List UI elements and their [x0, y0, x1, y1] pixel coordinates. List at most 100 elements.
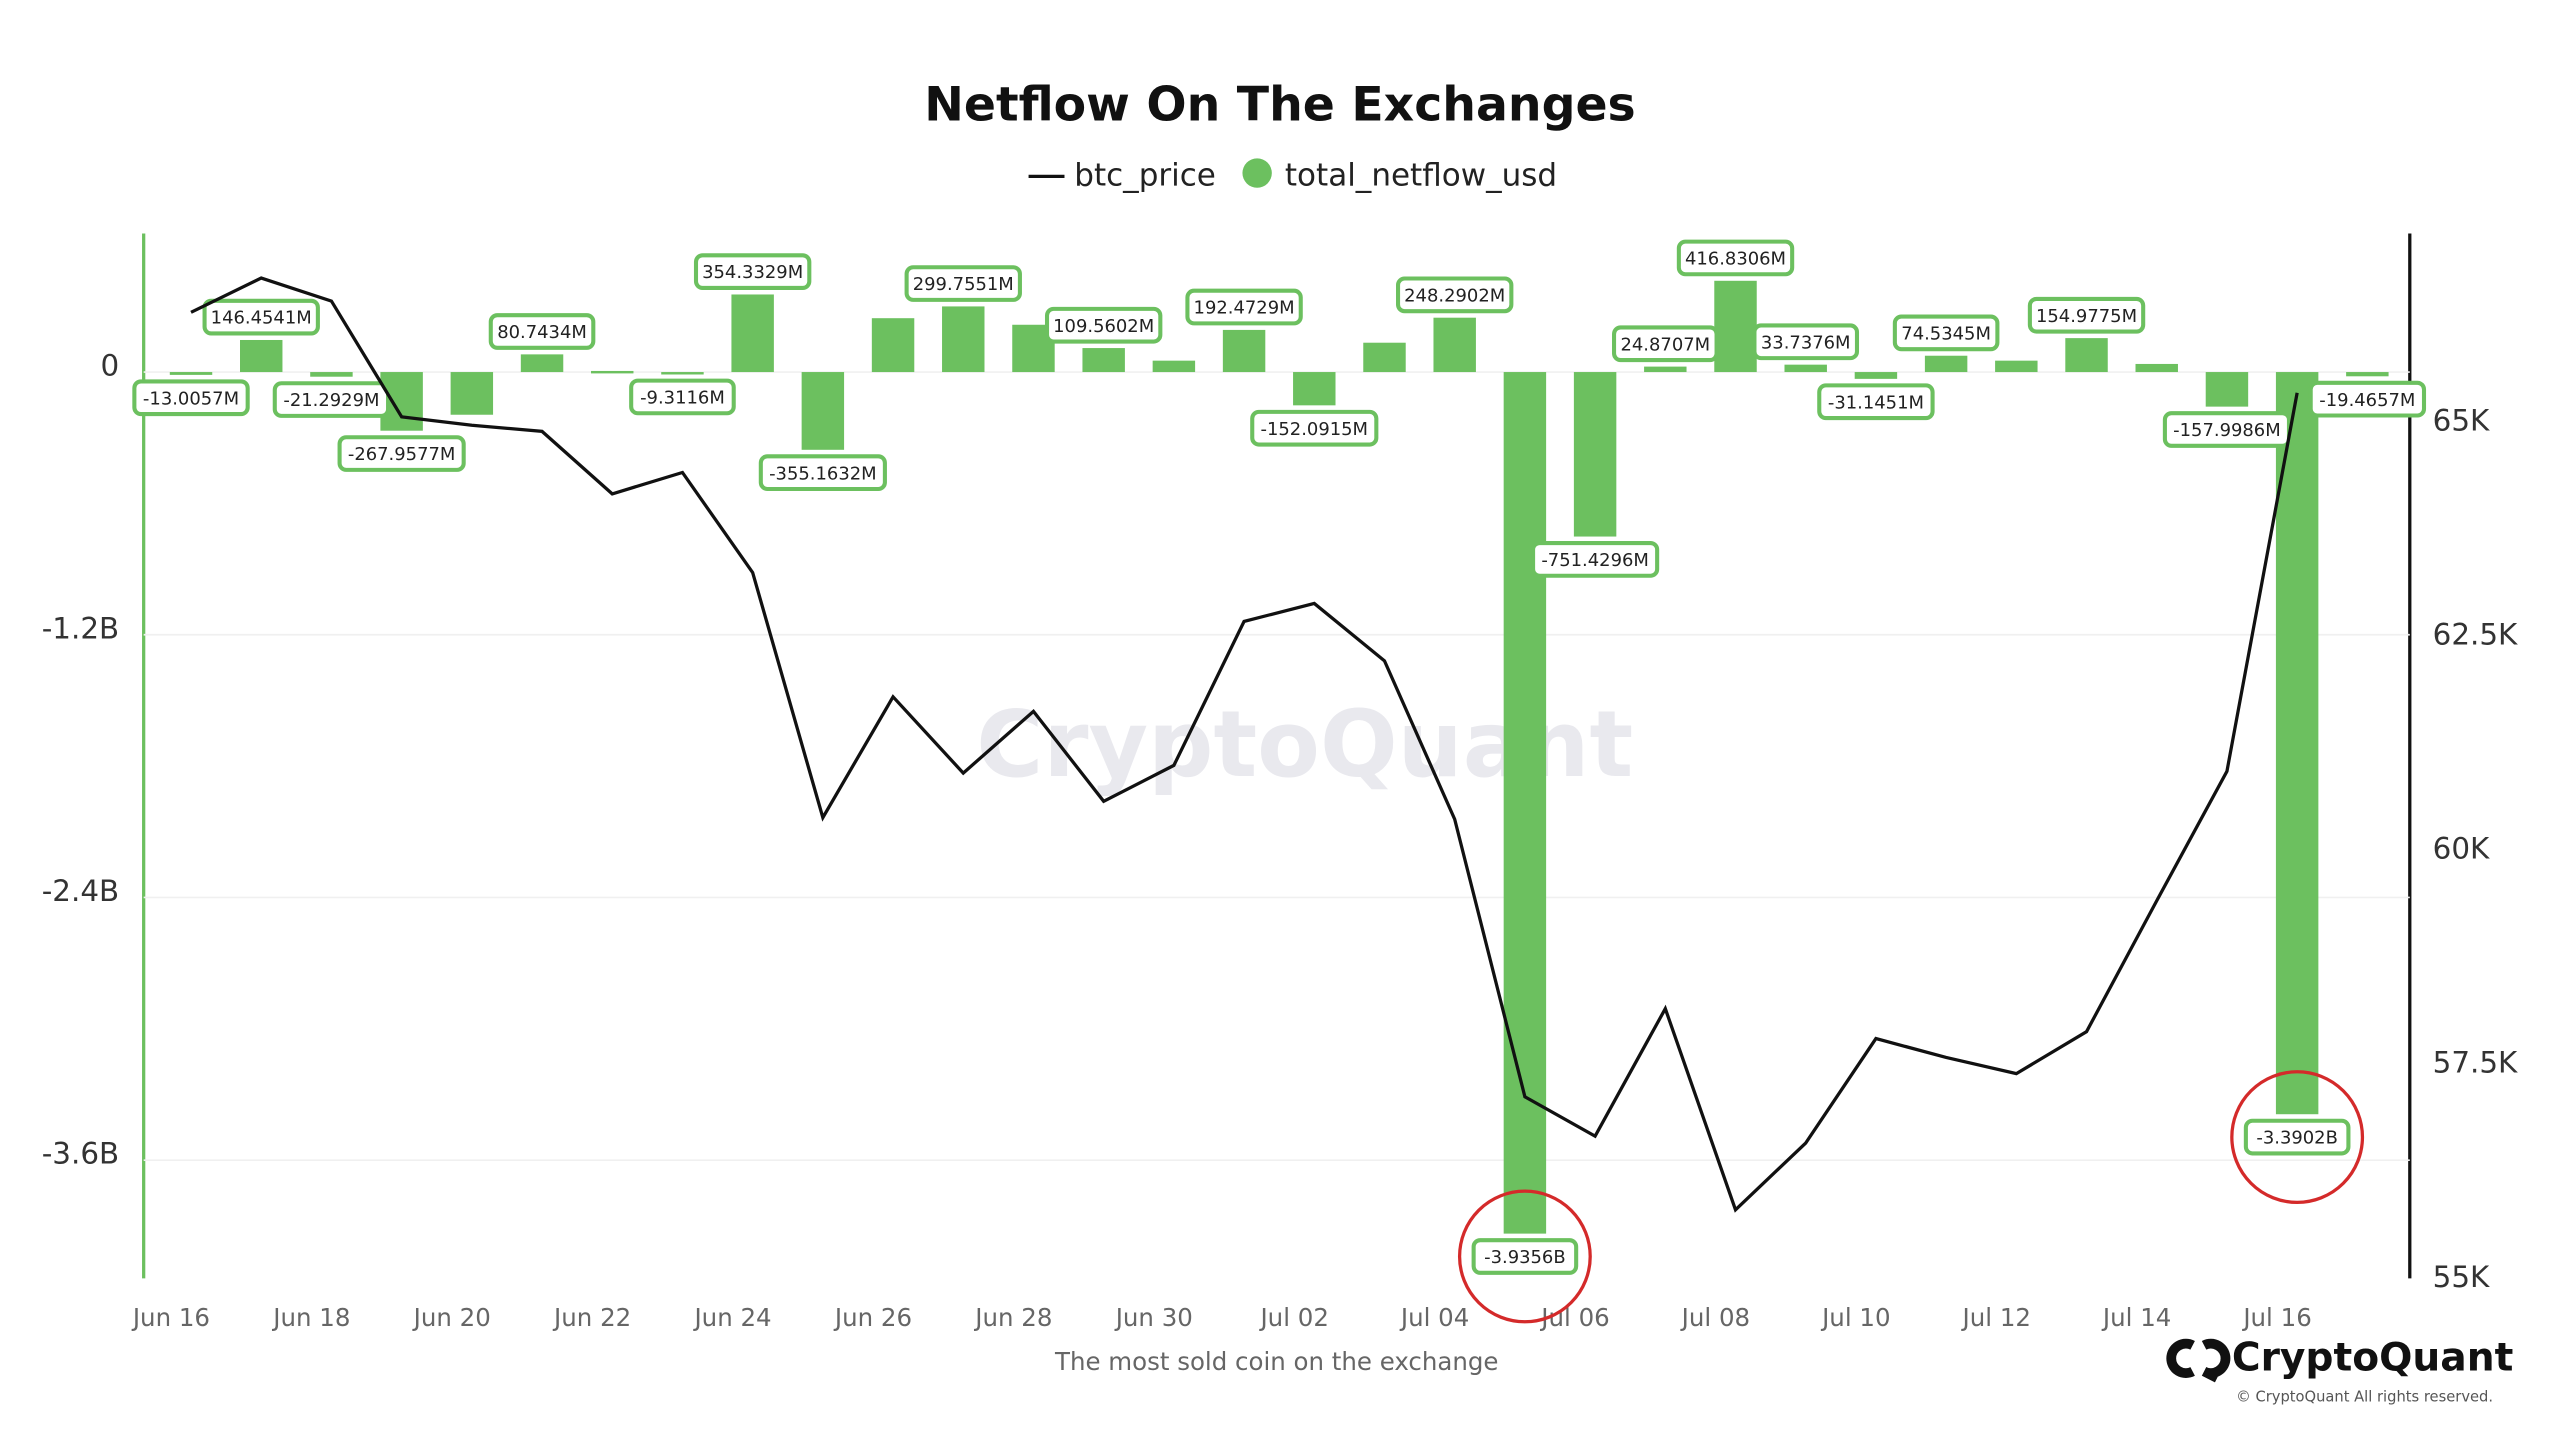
bar [1222, 329, 1266, 373]
y2-tick-label: 57.5K [2433, 1046, 2518, 1080]
y2-tick-label: 55K [2433, 1260, 2490, 1294]
value-label: -9.3116M [640, 388, 725, 409]
y-tick-label: 0 [100, 349, 119, 383]
bar [591, 370, 634, 374]
bar [731, 294, 774, 373]
bar [1363, 342, 1406, 373]
value-label-box [1471, 1238, 1579, 1275]
value-label-box [904, 265, 1022, 302]
bar [2275, 372, 2319, 1115]
bar [2346, 372, 2389, 377]
value-label-box [693, 253, 812, 290]
copyright: © CryptoQuant All rights reserved. [2236, 1389, 2493, 1406]
bar [1644, 366, 1687, 373]
value-label-box [272, 381, 391, 418]
x-tick-label: Jul 12 [1961, 1303, 2031, 1332]
value-label-box [488, 313, 596, 350]
value-label: -13.0057M [143, 388, 239, 409]
bar [2065, 338, 2108, 373]
value-label: -157.9986M [2173, 420, 2281, 441]
x-tick-label: Jul 04 [1399, 1303, 1469, 1332]
value-label-box [1185, 288, 1303, 326]
brand-name: CryptoQuant [2232, 1336, 2514, 1381]
value-label-box [1752, 323, 1860, 361]
bar [1433, 317, 1476, 373]
y2-tick-label: 60K [2433, 832, 2490, 866]
bar [2135, 363, 2178, 373]
value-label: 248.2902M [1404, 285, 1505, 306]
legend-label: btc_price [1074, 157, 1216, 193]
value-label-box [2027, 296, 2146, 334]
legend-dot-symbol [1242, 158, 1272, 188]
bar [310, 372, 353, 377]
value-label-box [1676, 239, 1795, 277]
value-label: 154.9775M [2036, 306, 2137, 327]
value-label: -152.0915M [1261, 419, 1369, 440]
x-tick-label: Jun 22 [552, 1303, 631, 1332]
value-label-box [132, 379, 250, 417]
value-label: 33.7376M [1761, 332, 1851, 353]
bar [1924, 355, 1968, 373]
x-tick-label: Jul 02 [1258, 1303, 1328, 1332]
value-label-box [1531, 541, 1660, 578]
value-label-box [758, 454, 887, 492]
value-label: 146.4541M [211, 308, 312, 329]
x-tick-label: Jul 16 [2241, 1303, 2311, 1332]
value-label-box [1611, 325, 1719, 363]
bar [450, 372, 494, 415]
bar [520, 354, 564, 373]
x-tick-label: Jun 28 [973, 1303, 1052, 1332]
x-tick-label: Jun 16 [131, 1303, 210, 1332]
value-label: -355.1632M [769, 463, 877, 484]
value-label-box [629, 378, 736, 416]
value-label-box [1395, 276, 1514, 314]
value-label: 192.4729M [1194, 298, 1295, 319]
highlight-circle [2230, 1070, 2365, 1205]
bar [661, 372, 704, 375]
value-label: -31.1451M [1828, 392, 1924, 413]
value-label: -21.2929M [283, 390, 379, 411]
value-label: -267.9577M [348, 444, 456, 465]
value-label-box [2243, 1118, 2351, 1156]
bar [942, 306, 985, 373]
x-tick-label: Jun 18 [271, 1303, 350, 1332]
x-tick-label: Jul 14 [2101, 1303, 2171, 1332]
x-tick-label: Jun 20 [412, 1303, 491, 1332]
value-label-box [202, 298, 320, 336]
x-tick-label: Jun 30 [1114, 1303, 1193, 1332]
bar [1995, 360, 2038, 373]
value-label: 354.3329M [702, 262, 803, 283]
y2-tick-label: 65K [2433, 403, 2490, 437]
bar [169, 372, 213, 375]
x-tick-label: Jun 24 [692, 1303, 771, 1332]
x-axis-label: The most sold coin on the exchange [1054, 1347, 1498, 1376]
y-tick-label: -2.4B [42, 874, 119, 908]
value-label-box [1892, 314, 2000, 352]
brand-logo [2166, 1338, 2231, 1383]
bar [801, 372, 845, 450]
x-tick-label: Jun 26 [833, 1303, 912, 1332]
value-label: 74.5345M [1901, 324, 1991, 345]
value-label-box [1250, 409, 1379, 447]
bar [1293, 372, 1336, 406]
bar [871, 318, 915, 373]
y-tick-label: -3.6B [42, 1137, 119, 1171]
legend-label: total_netflow_usd [1285, 157, 1557, 193]
value-label: 299.7551M [913, 274, 1014, 295]
bar [1573, 372, 1617, 537]
bars: -13.0057M 146.4541M -21.2929M -267.9577M 80.… [132, 239, 2427, 1324]
value-label: 416.8306M [1685, 249, 1786, 270]
value-label-box [1817, 383, 1935, 421]
bar [2205, 372, 2249, 407]
value-label: -19.4657M [2319, 390, 2415, 411]
x-tick-label: Jul 08 [1680, 1303, 1750, 1332]
value-label: 109.5602M [1053, 316, 1154, 337]
bar [240, 339, 283, 373]
value-label-box [2308, 380, 2427, 418]
bar [1854, 372, 1898, 379]
bar [1714, 280, 1757, 373]
value-label: -3.3902B [2256, 1128, 2338, 1149]
highlight-circle [1457, 1189, 1592, 1324]
